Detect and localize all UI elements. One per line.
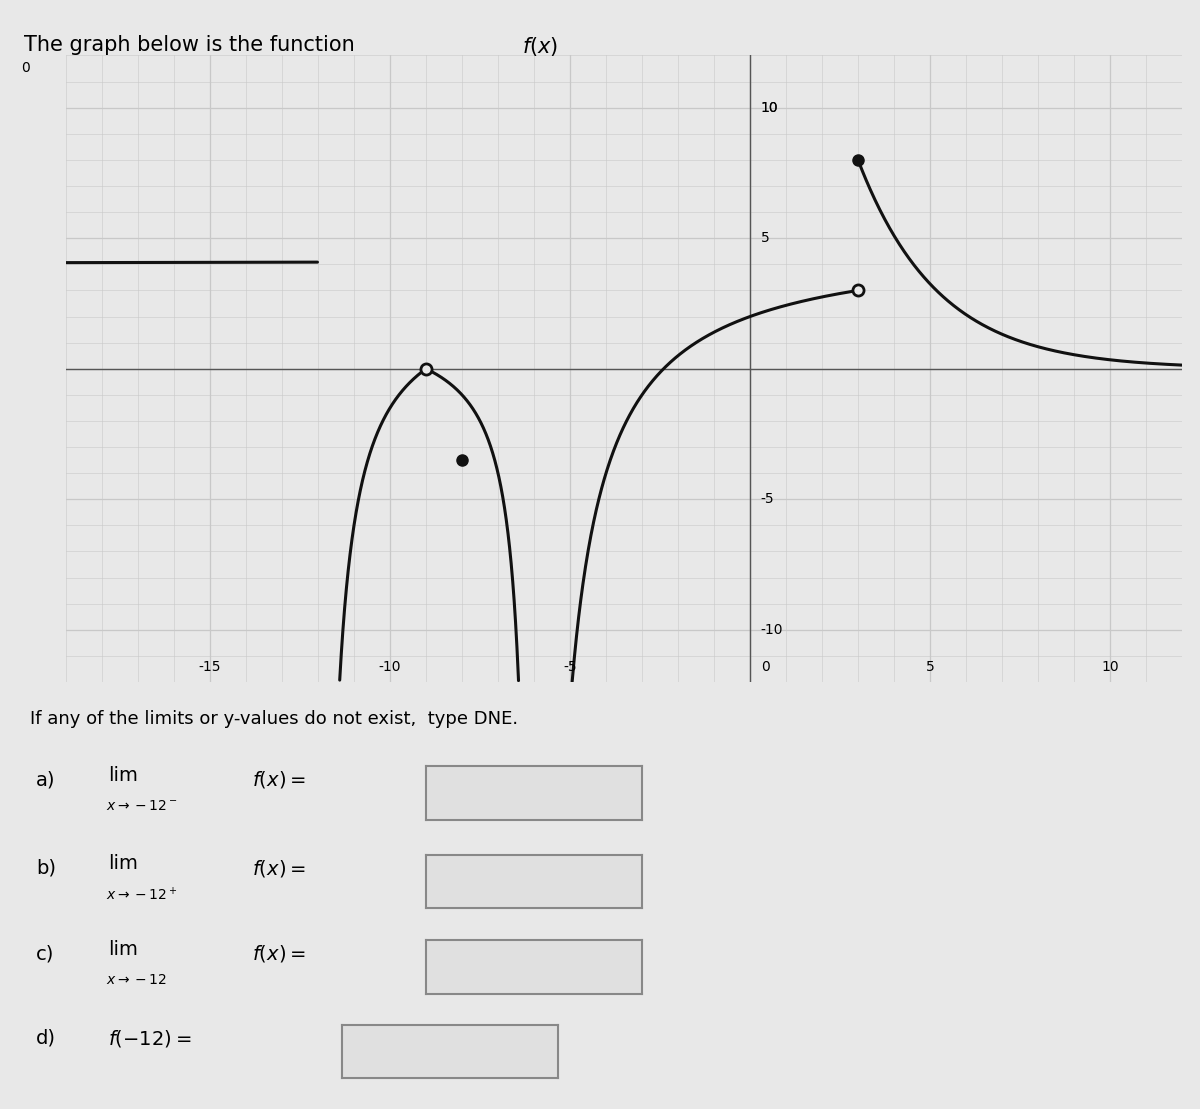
Text: -10: -10 bbox=[379, 660, 401, 674]
Text: $f(-12) =$: $f(-12) =$ bbox=[108, 1028, 192, 1048]
Text: 0: 0 bbox=[22, 61, 30, 75]
Text: -15: -15 bbox=[199, 660, 221, 674]
Text: lim: lim bbox=[108, 854, 138, 874]
Text: $x\rightarrow -12^+$: $x\rightarrow -12^+$ bbox=[106, 886, 176, 904]
Text: $f(x)$: $f(x)$ bbox=[522, 35, 558, 59]
Text: c): c) bbox=[36, 944, 54, 964]
Text: $f(x) =$: $f(x) =$ bbox=[252, 944, 306, 964]
Text: -5: -5 bbox=[761, 492, 774, 507]
Text: a): a) bbox=[36, 770, 55, 790]
Text: $f(x) =$: $f(x) =$ bbox=[252, 770, 306, 790]
Text: -5: -5 bbox=[563, 660, 577, 674]
Text: 10: 10 bbox=[761, 101, 779, 114]
Text: 5: 5 bbox=[761, 231, 769, 245]
Text: $f(x) =$: $f(x) =$ bbox=[252, 858, 306, 878]
Text: The graph below is the function: The graph below is the function bbox=[24, 35, 361, 55]
Text: b): b) bbox=[36, 858, 56, 878]
Text: lim: lim bbox=[108, 939, 138, 959]
Text: lim: lim bbox=[108, 765, 138, 785]
Text: -10: -10 bbox=[761, 623, 784, 637]
Text: $x\rightarrow -12$: $x\rightarrow -12$ bbox=[106, 974, 167, 987]
Text: 10: 10 bbox=[1102, 660, 1118, 674]
Text: 5: 5 bbox=[925, 660, 935, 674]
Text: 0: 0 bbox=[761, 660, 769, 674]
Text: 10: 10 bbox=[761, 101, 779, 114]
Text: $x\rightarrow -12^-$: $x\rightarrow -12^-$ bbox=[106, 800, 178, 813]
Text: If any of the limits or y-values do not exist,  type DNE.: If any of the limits or y-values do not … bbox=[30, 710, 518, 728]
Text: d): d) bbox=[36, 1028, 56, 1048]
